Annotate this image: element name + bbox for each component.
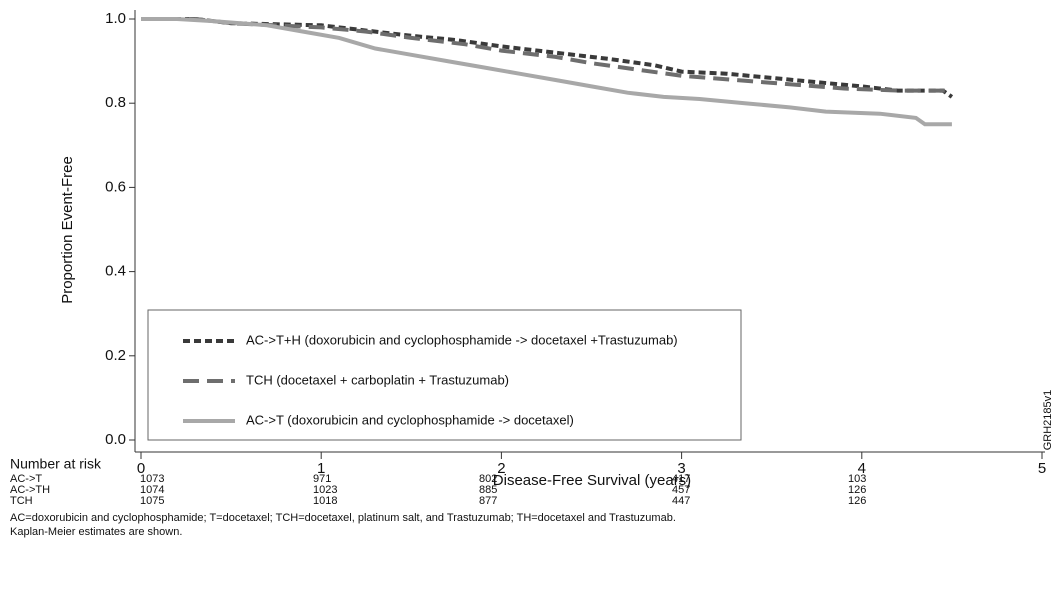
legend-label: AC->T+H (doxorubicin and cyclophosphamid… (246, 332, 678, 347)
y-tick-label: 1.0 (105, 10, 126, 27)
risk-value: 1023 (313, 484, 337, 496)
risk-value: 877 (479, 495, 497, 507)
risk-value: 971 (313, 473, 331, 485)
risk-value: 447 (672, 495, 690, 507)
y-tick-label: 0.8 (105, 94, 126, 111)
x-tick-label: 2 (497, 460, 505, 477)
x-axis-title: Disease-Free Survival (years) (493, 472, 691, 489)
risk-value: 802 (479, 473, 497, 485)
risk-value: 417 (672, 473, 690, 485)
x-tick-label: 3 (677, 460, 685, 477)
legend-box (147, 309, 742, 441)
y-tick-label: 0.0 (105, 431, 126, 448)
footnote: Kaplan-Meier estimates are shown. (10, 526, 182, 538)
x-tick-label: 4 (858, 460, 866, 477)
risk-value: 103 (848, 473, 866, 485)
footnote: AC=doxorubicin and cyclophosphamide; T=d… (10, 512, 676, 524)
km-curve (141, 17, 952, 93)
km-curve (141, 17, 952, 127)
x-tick-label: 1 (317, 460, 325, 477)
y-tick-label: 0.2 (105, 347, 126, 364)
risk-value: 1074 (140, 484, 164, 496)
legend-label: AC->T (doxorubicin and cyclophosphamide … (246, 412, 574, 427)
risk-value: 457 (672, 484, 690, 496)
risk-row-label: TCH (10, 495, 33, 507)
risk-value: 1018 (313, 495, 337, 507)
y-tick-label: 0.4 (105, 263, 126, 280)
risk-row-label: AC->TH (10, 484, 50, 496)
risk-value: 1073 (140, 473, 164, 485)
y-axis-title: Proportion Event-Free (59, 156, 76, 304)
risk-value: 885 (479, 484, 497, 496)
risk-value: 126 (848, 484, 866, 496)
risk-title: Number at risk (10, 456, 102, 472)
risk-value: 1075 (140, 495, 164, 507)
figure-id: GRH2185v1 (1042, 390, 1054, 451)
risk-row-label: AC->T (10, 473, 42, 485)
risk-value: 126 (848, 495, 866, 507)
x-tick-label: 5 (1038, 460, 1046, 477)
y-tick-label: 0.6 (105, 178, 126, 195)
x-tick-label: 0 (137, 460, 145, 477)
legend-label: TCH (docetaxel + carboplatin + Trastuzum… (246, 372, 509, 387)
km-curve (141, 17, 954, 99)
